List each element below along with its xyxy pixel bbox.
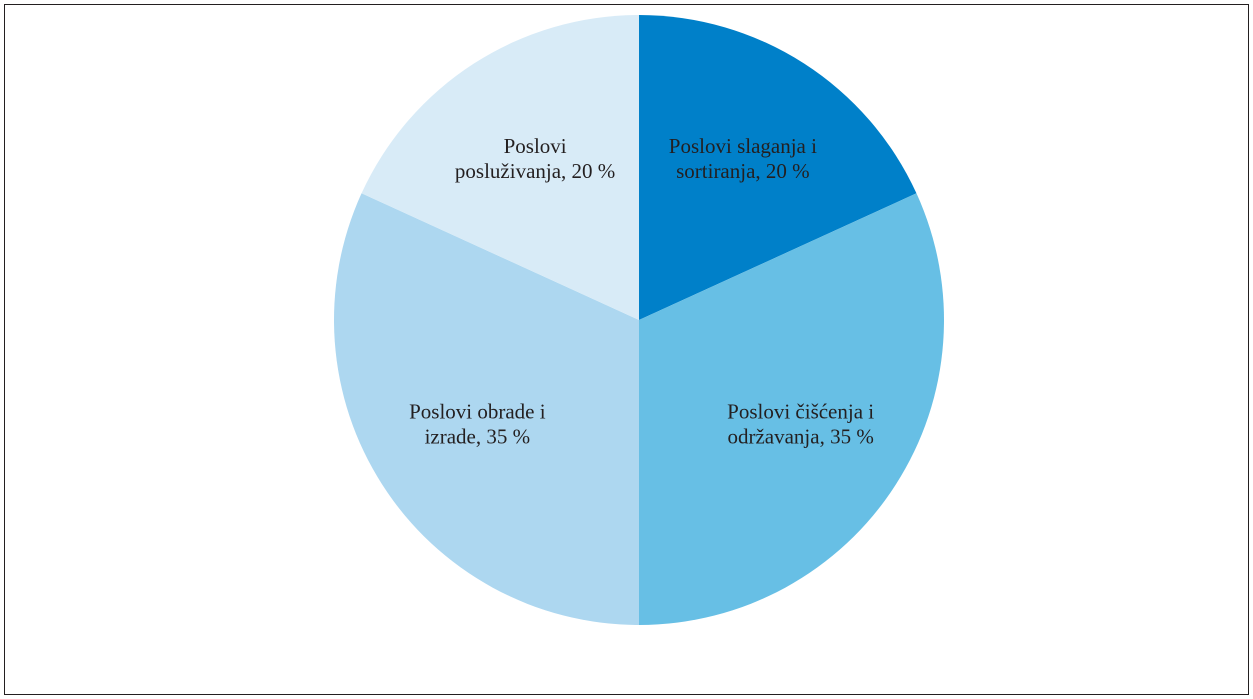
- pie-slice-1: [639, 15, 917, 320]
- pie-slice-label-4: Poslovi posluživanja, 20 %: [455, 134, 615, 183]
- pie-slice-label-line: izrade, 35 %: [425, 424, 531, 448]
- pie-slice-3: [333, 193, 639, 626]
- pie-slice-label-line: Poslovi čišćenja i: [727, 399, 874, 423]
- pie-slice-label-line: Poslovi slaganja i: [669, 134, 817, 158]
- pie-slice-label-1: Poslovi slaganja i sortiranja, 20 %: [669, 134, 817, 183]
- pie-slice-label-3: Poslovi obrade i izrade, 35 %: [409, 399, 546, 448]
- pie-slice-label-line: posluživanja, 20 %: [455, 159, 615, 183]
- pie-slice-4: [361, 15, 639, 320]
- pie-slice-2: [639, 193, 944, 626]
- pie-slice-label-2: Poslovi čišćenja i održavanja, 35 %: [727, 399, 874, 448]
- pie-slice-label-line: Poslovi: [504, 134, 567, 158]
- pie-slice-label-line: sortiranja, 20 %: [676, 159, 810, 183]
- pie-slice-label-line: održavanja, 35 %: [727, 424, 873, 448]
- pie-slice-label-line: Poslovi obrade i: [409, 399, 546, 423]
